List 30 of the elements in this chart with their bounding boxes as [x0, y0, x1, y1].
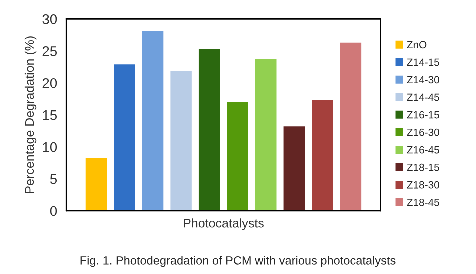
- bar: [310, 99, 335, 211]
- bar: [226, 100, 250, 211]
- bar: [198, 48, 222, 211]
- y-axis-title: Percentage Degradation (%): [24, 36, 37, 194]
- legend-label: Z16-15: [407, 111, 440, 119]
- y-tick-label: 5: [50, 174, 58, 184]
- bar: [112, 63, 137, 211]
- legend-label: Z14-45: [407, 94, 440, 102]
- y-tick-label: 25: [42, 46, 58, 56]
- bar: [84, 156, 108, 211]
- bar: [169, 70, 194, 211]
- y-tick-label: 10: [43, 142, 58, 152]
- legend-label: Z14-15: [407, 58, 440, 66]
- y-tick-label: 20: [42, 78, 58, 88]
- bar: [254, 58, 278, 211]
- legend-label: Z14-30: [407, 76, 440, 84]
- bar: [141, 30, 166, 211]
- bar: [338, 42, 363, 211]
- y-tick-label: 15: [43, 110, 58, 120]
- legend-label: Z18-45: [407, 198, 440, 206]
- legend-label: ZnO: [407, 41, 427, 49]
- legend-label: Z18-15: [407, 164, 440, 172]
- y-tick-label: 0: [50, 206, 58, 216]
- legend-label: Z16-30: [407, 128, 440, 136]
- x-axis-title: Photocatalysts: [184, 218, 264, 230]
- legend-label: Z18-30: [407, 181, 440, 189]
- caption: Fig. 1. Photodegradation of PCM with various photocatalysts: [80, 256, 396, 268]
- bar: [282, 125, 306, 211]
- legend-label: Z16-45: [407, 146, 440, 154]
- y-tick-label: 30: [42, 14, 58, 24]
